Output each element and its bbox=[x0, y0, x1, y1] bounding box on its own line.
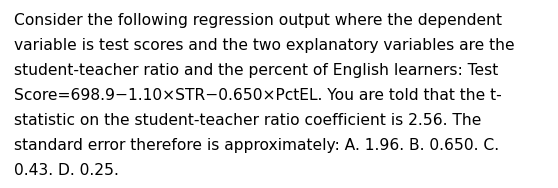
Text: student-teacher ratio and the percent of English learners: Test: student-teacher ratio and the percent of… bbox=[14, 63, 498, 78]
Text: Score=698.9−1.10×STR−0.650×PctEL. You are told that the t-: Score=698.9−1.10×STR−0.650×PctEL. You ar… bbox=[14, 88, 502, 103]
Text: statistic on the student-teacher ratio coefficient is 2.56. The: statistic on the student-teacher ratio c… bbox=[14, 113, 482, 128]
Text: Consider the following regression output where the dependent: Consider the following regression output… bbox=[14, 13, 502, 28]
Text: variable is test scores and the two explanatory variables are the: variable is test scores and the two expl… bbox=[14, 38, 514, 53]
Text: standard error therefore is approximately: A. 1.96. B. 0.650. C.: standard error therefore is approximatel… bbox=[14, 138, 499, 153]
Text: 0.43. D. 0.25.: 0.43. D. 0.25. bbox=[14, 163, 119, 178]
